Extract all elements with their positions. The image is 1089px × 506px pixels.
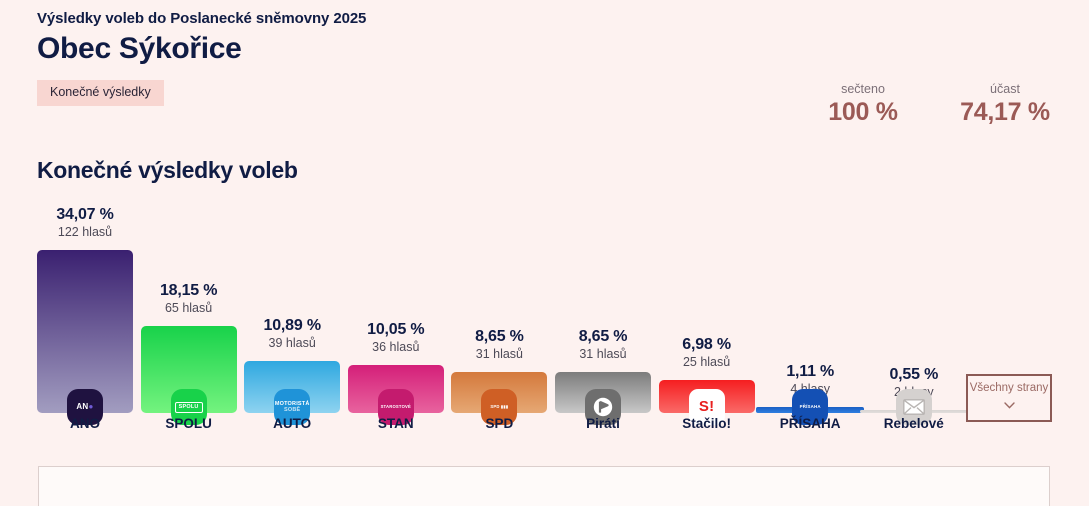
all-parties-dropdown[interactable]: Všechny strany bbox=[966, 374, 1052, 422]
bar-column-spolu[interactable]: 18,15 % 65 hlasů SPOLU SPOLU bbox=[140, 196, 237, 446]
bar-column-p-saha[interactable]: 1,11 %4 hlasyPŘÍSAHAPŘÍSAHA bbox=[756, 196, 865, 446]
bar-rect[interactable] bbox=[37, 250, 133, 413]
bar-value-labels: 8,65 % 31 hlasů bbox=[543, 327, 663, 362]
bar-percent-label: 10,89 % bbox=[263, 317, 322, 334]
summary-stats: sečteno 100 % účast 74,17 % bbox=[815, 82, 1053, 127]
all-parties-label: Všechny strany bbox=[969, 382, 1049, 394]
page-header: Výsledky voleb do Poslanecké sněmovny 20… bbox=[37, 10, 1052, 106]
bar-votes-label: 31 hlasů bbox=[475, 347, 524, 361]
bar-column-spd[interactable]: 8,65 % 31 hlasů SPD ▮▮▮ SPD bbox=[451, 196, 548, 446]
bar-column-sta-ilo[interactable]: 6,98 % 25 hlasů S! Stačilo! bbox=[658, 196, 755, 446]
stat-turnout-value: 74,17 % bbox=[960, 98, 1050, 126]
bar-column-stan[interactable]: 10,05 % 36 hlasů STAROSTOVÉ STAN bbox=[347, 196, 444, 446]
bar-column-auto[interactable]: 10,89 % 39 hlasů MOTORISTÁ SOBĚ AUTO bbox=[244, 196, 341, 446]
stat-counted: sečteno 100 % bbox=[815, 82, 911, 127]
bar-value-labels: 34,07 % 122 hlasů bbox=[25, 205, 145, 240]
results-bar-chart: 34,07 % 122 hlasů AN● ANO 18,15 % 65 hlasů SPO… bbox=[37, 196, 1052, 446]
bar-percent-label: 8,65 % bbox=[578, 328, 628, 345]
bar-value-labels: 18,15 % 65 hlasů bbox=[129, 281, 249, 316]
party-logo-sta-ilo-icon: S! bbox=[688, 389, 725, 425]
bar-value-labels: 6,98 % 25 hlasů bbox=[647, 335, 767, 370]
bar-category-label: AUTO bbox=[273, 416, 312, 431]
bar-column-ano[interactable]: 34,07 % 122 hlasů AN● ANO bbox=[37, 196, 133, 446]
status-badge: Konečné výsledky bbox=[37, 80, 164, 106]
bar-category-label: STAN bbox=[377, 416, 414, 431]
bar-category-label: SPOLU bbox=[165, 416, 212, 431]
party-logo-stan-icon: STAROSTOVÉ bbox=[377, 389, 414, 425]
bar-category-label: Rebelové bbox=[883, 416, 944, 431]
bar-percent-label: 8,65 % bbox=[475, 328, 524, 345]
party-logo-spd-icon: SPD ▮▮▮ bbox=[481, 389, 518, 425]
bar-value-labels: 8,65 % 31 hlasů bbox=[439, 327, 559, 362]
stat-counted-value: 100 % bbox=[828, 98, 898, 126]
bar-category-label: PŘÍSAHA bbox=[779, 416, 841, 431]
header-kicker: Výsledky voleb do Poslanecké sněmovny 20… bbox=[37, 10, 367, 27]
party-logo-p-saha-icon: PŘÍSAHA bbox=[792, 389, 829, 425]
bar-percent-label: 0,55 % bbox=[889, 366, 939, 383]
bar-value-labels: 10,89 % 39 hlasů bbox=[232, 316, 352, 351]
bar-votes-label: 65 hlasů bbox=[164, 301, 213, 315]
party-logo-rebelov-icon bbox=[895, 389, 932, 425]
chevron-down-icon bbox=[1003, 396, 1015, 414]
bar-percent-label: 1,11 % bbox=[786, 363, 835, 380]
bar-column-rebelov[interactable]: 0,55 %2 hlasyRebelové bbox=[859, 196, 968, 446]
bar-votes-label: 25 hlasů bbox=[682, 355, 731, 369]
bar-value-labels: 10,05 % 36 hlasů bbox=[336, 320, 456, 355]
bar-category-label: ANO bbox=[70, 416, 100, 431]
party-logo-auto-icon: MOTORISTÁ SOBĚ bbox=[274, 389, 311, 425]
bar-category-label: SPD bbox=[485, 416, 514, 431]
bar-percent-label: 10,05 % bbox=[367, 321, 425, 338]
stat-turnout-label: účast bbox=[990, 82, 1020, 96]
results-detail-panel bbox=[38, 466, 1050, 506]
bar-votes-label: 31 hlasů bbox=[579, 347, 627, 361]
bar-category-label: Piráti bbox=[586, 416, 620, 431]
bar-votes-label: 39 hlasů bbox=[268, 336, 316, 350]
stat-turnout: účast 74,17 % bbox=[957, 82, 1053, 127]
bar-votes-label: 36 hlasů bbox=[372, 340, 420, 354]
party-logo-ano-icon: AN● bbox=[67, 389, 103, 425]
chart-title: Konečné výsledky voleb bbox=[37, 157, 298, 183]
bar-percent-label: 34,07 % bbox=[56, 206, 114, 223]
bar-votes-label: 122 hlasů bbox=[57, 225, 113, 239]
stat-counted-label: sečteno bbox=[841, 82, 885, 96]
party-logo-spolu-icon: SPOLU bbox=[170, 389, 207, 425]
bar-column-pir-ti[interactable]: 8,65 % 31 hlasů Piráti bbox=[555, 196, 651, 446]
party-logo-pir-ti-icon bbox=[585, 389, 621, 425]
bar-percent-label: 18,15 % bbox=[159, 282, 218, 299]
bar-category-label: Stačilo! bbox=[682, 416, 731, 431]
bar-percent-label: 6,98 % bbox=[682, 336, 731, 353]
page-title: Obec Sýkořice bbox=[37, 32, 242, 65]
